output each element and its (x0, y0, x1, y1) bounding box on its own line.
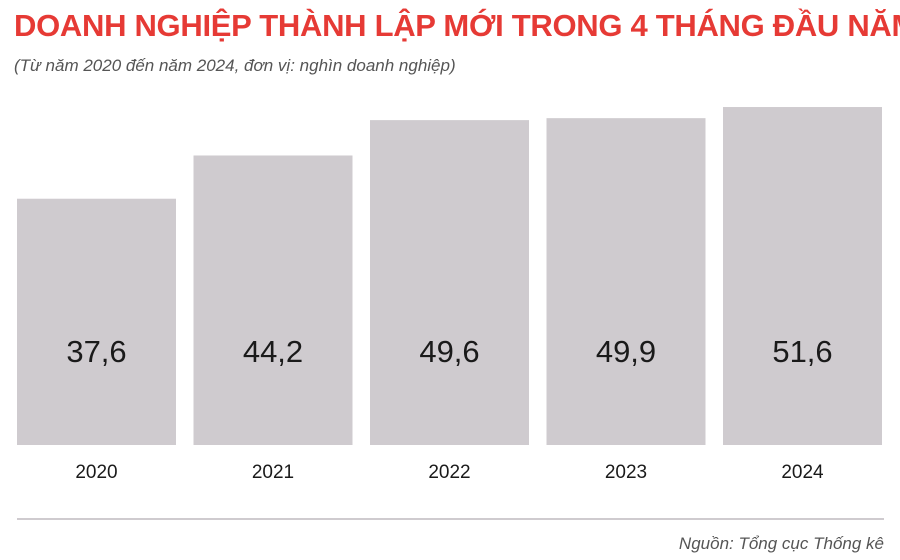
x-tick-label-2023: 2023 (605, 462, 647, 483)
bars-group (17, 107, 882, 446)
bar-2021 (193, 155, 353, 446)
bar-2024 (723, 107, 882, 446)
value-label-2023: 49,9 (596, 334, 656, 369)
bar-2022 (370, 120, 529, 446)
value-label-2024: 51,6 (772, 334, 832, 369)
x-tick-label-2020: 2020 (75, 462, 117, 483)
chart-subtitle: (Từ năm 2020 đến năm 2024, đơn vị: nghìn… (14, 56, 456, 75)
x-tick-label-2022: 2022 (428, 462, 470, 483)
x-tick-label-2021: 2021 (252, 462, 294, 483)
x-axis-labels: 2020 2021 2022 2023 2024 (75, 462, 824, 483)
x-tick-label-2024: 2024 (781, 462, 824, 483)
chart-title: DOANH NGHIỆP THÀNH LẬP MỚI TRONG 4 THÁNG… (14, 8, 900, 43)
value-label-2020: 37,6 (66, 334, 126, 369)
bar-2023 (546, 118, 706, 445)
value-label-2022: 49,6 (419, 334, 479, 369)
value-labels-group: 37,6 44,2 49,6 49,9 51,6 (66, 334, 832, 369)
bar-2020 (17, 198, 176, 445)
source-note: Nguồn: Tổng cục Thống kê (678, 534, 884, 553)
value-label-2021: 44,2 (243, 334, 303, 369)
